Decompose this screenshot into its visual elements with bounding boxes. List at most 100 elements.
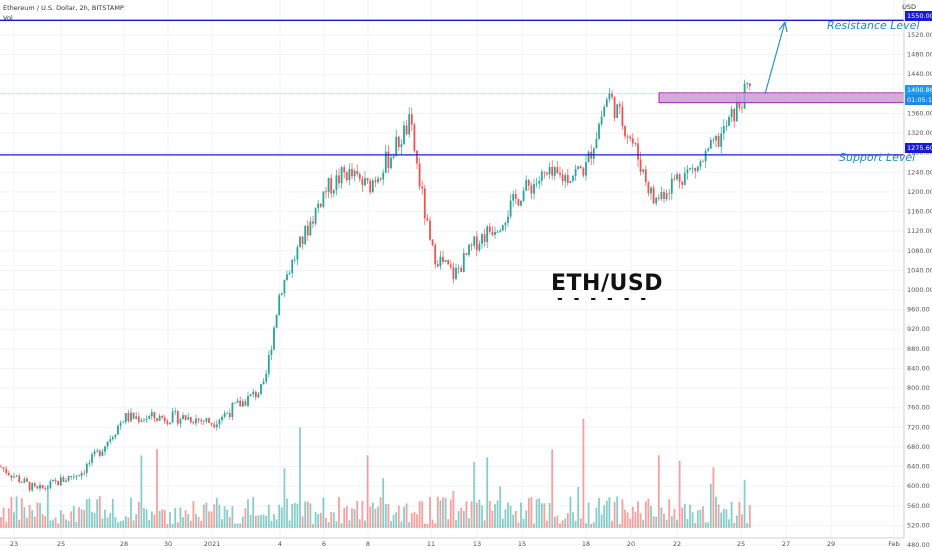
symbol-header[interactable]: Ethereum / U.S. Dollar, 2h, BITSTAMP (3, 4, 124, 12)
candle-body (410, 114, 413, 125)
candle-body (109, 439, 112, 442)
candle-body (551, 166, 554, 176)
volume-bar (2, 507, 5, 528)
candle-body (499, 230, 502, 232)
candle-body (431, 239, 434, 245)
volume-bar (382, 478, 385, 528)
volume-bar (345, 506, 348, 528)
candle-body (408, 114, 411, 135)
candle-body (436, 264, 439, 267)
candle-body (392, 156, 395, 158)
candle-body (130, 412, 132, 421)
volume-bar (127, 517, 130, 528)
candle-body (486, 226, 489, 242)
price-axis[interactable]: 480.00 520.00 560.00 600.00 640.00 680.00 720.… (907, 31, 932, 549)
volume-bar (403, 506, 405, 528)
volume-bar (85, 499, 88, 528)
candle-body (421, 186, 424, 189)
volume-bar (397, 505, 400, 528)
volume-bar (189, 520, 192, 528)
support-level-label: Support Level (839, 151, 916, 164)
price-tick-label: 960.00 (907, 306, 930, 314)
candle-body (395, 136, 398, 157)
time-axis[interactable]: 23 25 28 30 2021 4 6 8 11 13 15 18 20 22 25 27 29 Feb (0, 537, 904, 548)
volume-bar (514, 510, 517, 528)
candle-body (5, 468, 8, 473)
candle-body (592, 148, 595, 159)
volume-bar (533, 523, 535, 528)
volume-bar (452, 490, 455, 528)
candle-body (208, 418, 210, 424)
volume-bar (442, 497, 444, 528)
candle-body (598, 124, 600, 139)
candle-body (447, 260, 450, 265)
candle-body (202, 420, 205, 422)
candle-body (637, 143, 639, 160)
candle-body (44, 488, 47, 489)
volume-bar (733, 522, 736, 528)
volume-bar (501, 518, 504, 528)
volume-bar (309, 503, 312, 528)
candle-body (457, 267, 460, 269)
volume-bar (153, 514, 156, 528)
volume-bar (286, 498, 288, 528)
volume-bar (293, 502, 296, 528)
price-tick-label: 880.00 (907, 345, 930, 353)
volume-bar (657, 455, 660, 528)
candle-body (613, 96, 616, 118)
volume-bar (709, 483, 712, 528)
candle-body (319, 203, 322, 207)
candle-body (418, 163, 421, 187)
candle-body (59, 477, 62, 486)
candle-body (218, 420, 221, 425)
candle-body (210, 423, 213, 425)
volume-bar (371, 502, 374, 528)
candle-body (330, 178, 333, 194)
candle-body (728, 116, 730, 127)
candle-body (491, 231, 494, 235)
candle-body (564, 175, 567, 182)
price-tick-label: 1040.00 (907, 266, 932, 274)
volume-bar (348, 520, 351, 528)
volume-bar (395, 512, 398, 528)
candle-body (65, 480, 67, 482)
candle-body (46, 487, 49, 489)
projection-arrow[interactable] (764, 21, 788, 95)
candle-body (10, 475, 13, 478)
candle-body (540, 171, 543, 181)
volume-bar (0, 517, 2, 528)
candle-body (650, 187, 652, 194)
candle-body (462, 253, 465, 273)
candle-body (111, 437, 114, 440)
volume-bar (182, 517, 184, 528)
volume-bar (114, 516, 117, 528)
volume-bar (325, 517, 327, 528)
candle-body (348, 168, 351, 181)
volume-bar (31, 510, 34, 528)
volume-bar (595, 507, 598, 528)
demand-zone-box[interactable] (658, 92, 905, 104)
volume-bar (681, 507, 684, 528)
volume-bar (7, 508, 10, 528)
candle-body (585, 162, 587, 176)
volume-bar (20, 498, 23, 528)
candle-body (187, 417, 190, 420)
price-tick-label: 680.00 (907, 443, 930, 451)
volume-bar (234, 523, 236, 528)
candle-body (449, 264, 452, 268)
volume-bar (431, 519, 434, 528)
candle-body (538, 180, 541, 184)
resistance-level-label: Resistance Level (827, 19, 920, 32)
candle-body (720, 133, 723, 147)
volume-bar (665, 519, 668, 528)
candle-body (301, 236, 304, 245)
candle-body (39, 484, 41, 489)
candle-body (413, 124, 416, 151)
volume-bar (702, 506, 704, 528)
candle-body (78, 475, 80, 477)
volume-bar (187, 514, 190, 528)
volume-indicator-label[interactable]: Vol (3, 14, 13, 22)
candle-body (631, 138, 634, 144)
volume-bar (429, 497, 431, 528)
